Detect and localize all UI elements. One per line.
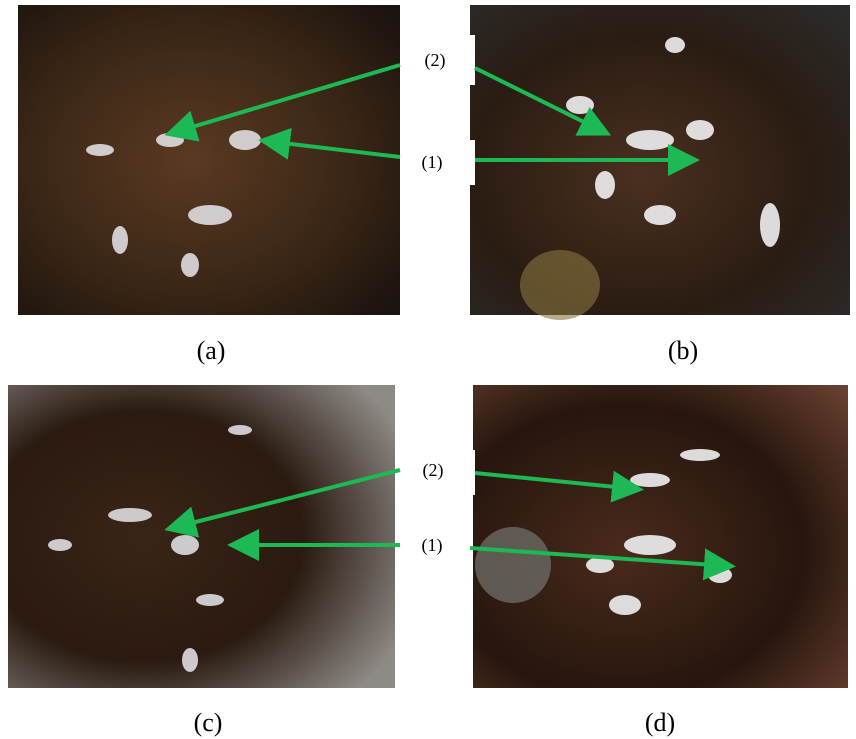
callout-label: (1): [422, 152, 443, 173]
panel-caption: (a): [197, 336, 226, 365]
callout-label: (2): [425, 50, 446, 71]
photo-d: [473, 385, 848, 688]
callout-boxes: [400, 35, 475, 570]
callout-label: (1): [422, 535, 443, 556]
photo-c: [8, 385, 395, 688]
panel-caption: (c): [194, 708, 223, 737]
callout-label: (2): [423, 460, 444, 481]
panel-caption: (b): [668, 336, 698, 365]
panel-caption: (d): [645, 708, 675, 737]
figure: (2) (1) (2) (1) (a) (b) (c) (d): [0, 0, 856, 739]
photo-a: [18, 5, 400, 315]
photo-b: [470, 5, 850, 320]
